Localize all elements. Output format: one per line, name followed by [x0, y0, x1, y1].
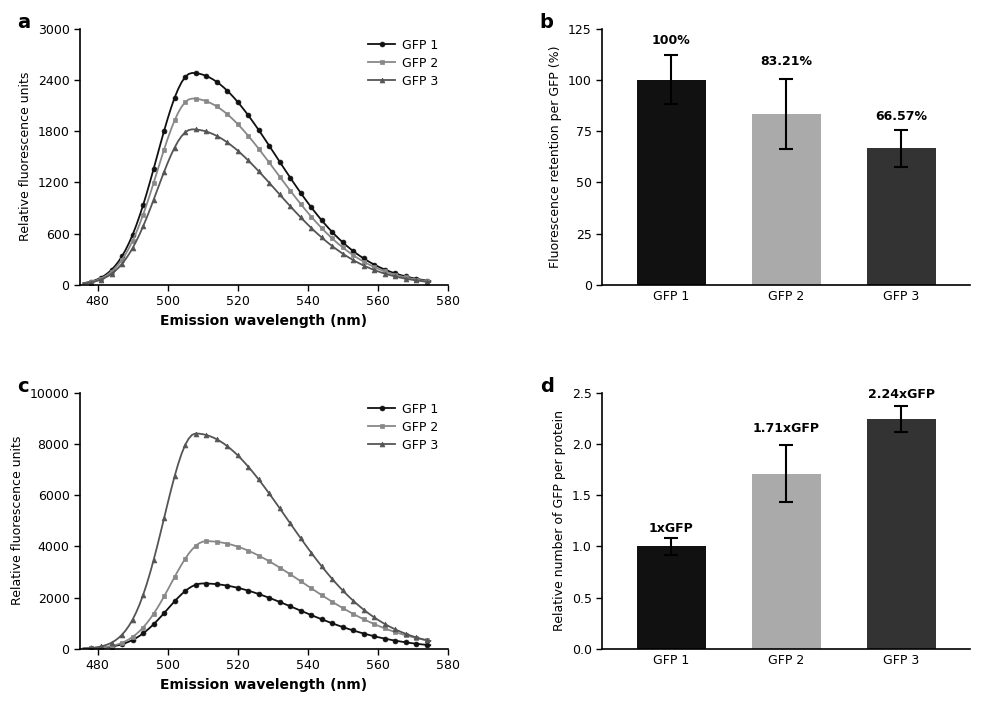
GFP 1	[288, 178, 300, 187]
Line: GFP 3: GFP 3	[81, 431, 433, 651]
GFP 3	[288, 524, 300, 533]
GFP 2	[78, 645, 90, 653]
GFP 3	[400, 275, 412, 283]
GFP 2	[158, 145, 170, 154]
Bar	[637, 80, 706, 285]
GFP 1	[186, 68, 198, 77]
Text: 1.71xGFP: 1.71xGFP	[753, 422, 820, 435]
Text: a: a	[17, 13, 31, 32]
GFP 1	[400, 638, 412, 647]
GFP 2	[158, 593, 170, 601]
Line: GFP 2: GFP 2	[81, 539, 433, 651]
Line: GFP 3: GFP 3	[81, 127, 433, 286]
GFP 1	[260, 593, 272, 601]
GFP 3	[158, 514, 170, 523]
GFP 1	[410, 275, 422, 283]
Bar	[752, 473, 821, 649]
GFP 2	[260, 555, 272, 563]
GFP 2	[200, 537, 212, 545]
Text: d: d	[540, 377, 554, 396]
Legend: GFP 1, GFP 2, GFP 3: GFP 1, GFP 2, GFP 3	[364, 399, 442, 456]
GFP 2	[144, 615, 156, 623]
Text: b: b	[540, 13, 554, 32]
GFP 1	[158, 609, 170, 617]
GFP 2	[400, 273, 412, 282]
Text: 2.24xGFP: 2.24xGFP	[868, 388, 935, 401]
GFP 2	[400, 631, 412, 640]
Bar	[867, 419, 936, 649]
GFP 2	[78, 279, 90, 287]
GFP 2	[144, 190, 156, 198]
Legend: GFP 1, GFP 2, GFP 3: GFP 1, GFP 2, GFP 3	[364, 35, 442, 91]
Line: GFP 1: GFP 1	[81, 581, 433, 651]
GFP 1	[400, 272, 412, 281]
Y-axis label: Fluorescence retention per GFP (%): Fluorescence retention per GFP (%)	[549, 46, 562, 268]
Bar	[752, 114, 821, 285]
GFP 1	[424, 641, 436, 650]
GFP 2	[260, 153, 272, 162]
GFP 2	[424, 637, 436, 645]
Text: 66.57%: 66.57%	[875, 110, 927, 123]
GFP 3	[410, 633, 422, 642]
GFP 2	[186, 94, 198, 103]
GFP 1	[288, 603, 300, 612]
GFP 3	[424, 278, 436, 287]
GFP 1	[144, 178, 156, 186]
Text: c: c	[17, 377, 29, 396]
GFP 2	[288, 573, 300, 581]
X-axis label: Emission wavelength (nm): Emission wavelength (nm)	[160, 314, 367, 328]
GFP 3	[158, 168, 170, 176]
Y-axis label: Relative number of GFP per protein: Relative number of GFP per protein	[553, 410, 566, 631]
Line: GFP 2: GFP 2	[81, 96, 433, 286]
GFP 3	[424, 637, 436, 645]
GFP 1	[197, 579, 209, 588]
GFP 1	[424, 277, 436, 285]
Text: 83.21%: 83.21%	[760, 55, 812, 68]
GFP 1	[78, 279, 90, 287]
GFP 1	[158, 127, 170, 135]
Bar	[637, 546, 706, 649]
GFP 1	[144, 623, 156, 632]
GFP 2	[410, 634, 422, 642]
GFP 3	[260, 484, 272, 493]
GFP 1	[78, 645, 90, 653]
GFP 3	[410, 276, 422, 284]
Y-axis label: Relative fluorescence units: Relative fluorescence units	[19, 72, 32, 242]
GFP 3	[288, 205, 300, 214]
GFP 1	[410, 640, 422, 648]
Line: GFP 1: GFP 1	[81, 71, 433, 285]
GFP 2	[288, 191, 300, 200]
GFP 1	[260, 136, 272, 145]
GFP 2	[424, 277, 436, 286]
Text: 1xGFP: 1xGFP	[649, 522, 694, 535]
GFP 3	[144, 205, 156, 213]
GFP 3	[400, 630, 412, 638]
GFP 3	[144, 569, 156, 578]
GFP 3	[78, 644, 90, 652]
GFP 2	[410, 275, 422, 284]
GFP 3	[190, 429, 202, 438]
GFP 3	[186, 125, 198, 133]
Text: 100%: 100%	[652, 34, 691, 46]
GFP 3	[260, 175, 272, 183]
Y-axis label: Relative fluorescence units: Relative fluorescence units	[11, 436, 24, 605]
X-axis label: Emission wavelength (nm): Emission wavelength (nm)	[160, 678, 367, 692]
GFP 3	[78, 279, 90, 288]
Bar	[867, 148, 936, 285]
